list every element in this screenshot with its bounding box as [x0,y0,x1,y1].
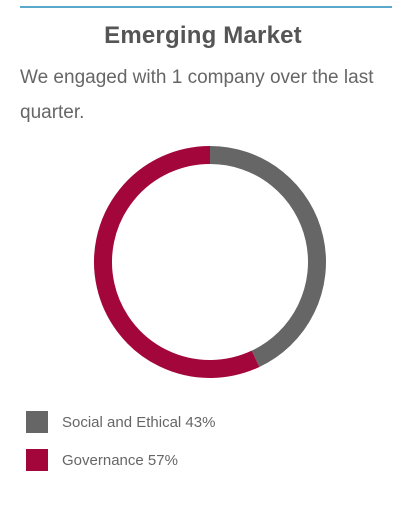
legend-swatch-social-ethical [26,411,48,433]
legend-label-social-ethical: Social and Ethical 43% [62,413,216,431]
legend-swatch-governance [26,449,48,471]
donut-slice-social-and-ethical [209,146,326,367]
top-divider [20,6,392,8]
legend-item-social-ethical: Social and Ethical 43% [26,411,366,433]
donut-chart [94,146,326,378]
donut-slice-governance [94,146,260,378]
legend-item-governance: Governance 57% [26,449,366,471]
legend-label-governance: Governance 57% [62,451,178,469]
chart-legend: Social and Ethical 43% Governance 57% [26,411,366,487]
engagement-description: We engaged with 1 company over the last … [20,67,374,123]
page-title: Emerging Market [104,22,302,49]
